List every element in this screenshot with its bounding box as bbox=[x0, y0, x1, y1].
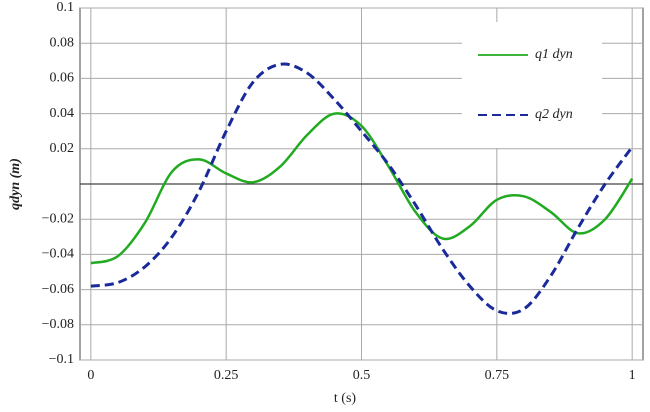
y-tick-label: −0.02 bbox=[42, 211, 74, 226]
legend-label: q2 dyn bbox=[535, 107, 573, 122]
y-tick-label: 0.02 bbox=[50, 141, 75, 156]
series-line bbox=[90, 62, 634, 315]
x-axis-label: t (s) bbox=[334, 391, 357, 406]
y-tick-label: 0.06 bbox=[50, 71, 75, 86]
x-tick-label: 0.25 bbox=[214, 368, 239, 383]
y-tick-label: −0.06 bbox=[42, 282, 74, 297]
y-tick-label: −0.1 bbox=[49, 352, 74, 367]
legend-label: q1 dyn bbox=[535, 47, 573, 62]
y-tick-label: 0.08 bbox=[50, 35, 75, 50]
x-tick-label: 0.75 bbox=[485, 368, 510, 383]
series-line bbox=[90, 112, 634, 265]
x-tick-label: 1 bbox=[629, 368, 636, 383]
y-axis-label: qdyn (m) bbox=[8, 158, 23, 210]
x-tick-label: 0.5 bbox=[353, 368, 371, 383]
legend-box bbox=[462, 22, 602, 148]
y-tick-label: −0.04 bbox=[42, 247, 74, 262]
y-tick-label: 0.1 bbox=[57, 0, 75, 15]
x-tick-label: 0 bbox=[87, 368, 94, 383]
y-tick-label: 0.04 bbox=[50, 106, 75, 121]
y-tick-label: −0.08 bbox=[42, 317, 74, 332]
